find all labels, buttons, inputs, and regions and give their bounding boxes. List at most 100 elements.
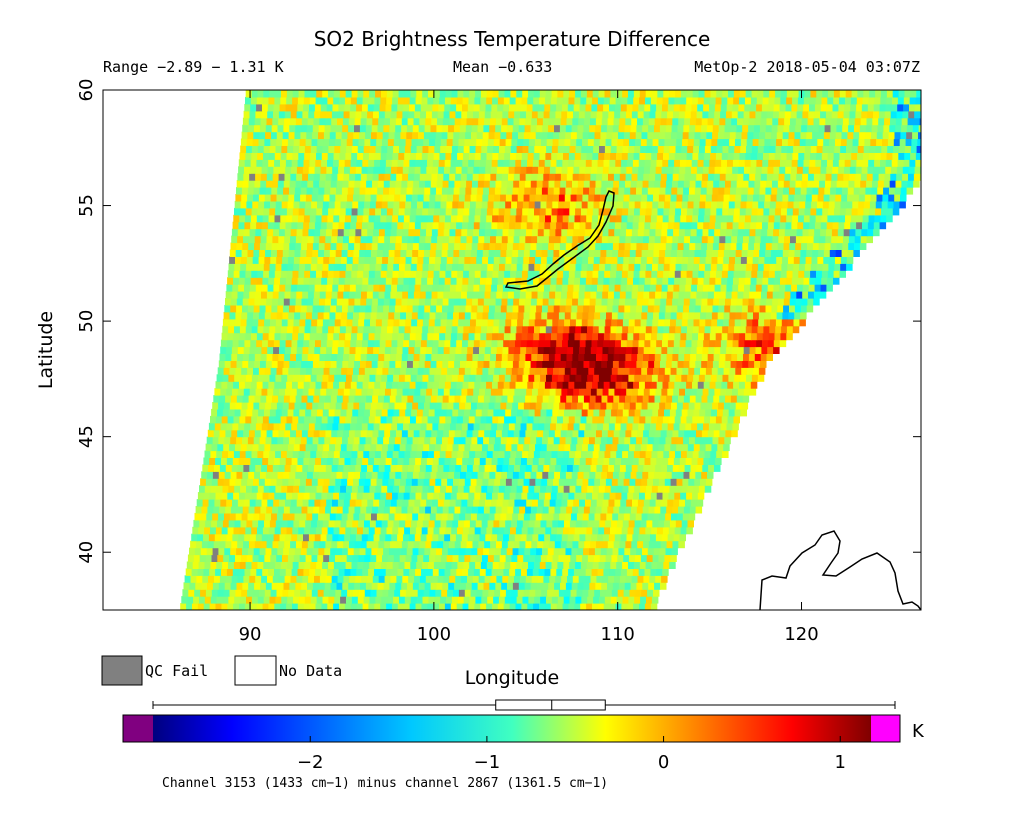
heatmap-cell	[480, 526, 488, 535]
heatmap-cell	[626, 346, 633, 354]
heatmap-cell	[433, 415, 440, 424]
heatmap-cell	[230, 395, 238, 403]
heatmap-cell	[467, 339, 475, 348]
heatmap-cell	[453, 478, 460, 486]
heatmap-cell	[426, 568, 434, 576]
heatmap-cell	[307, 429, 315, 438]
heatmap-cell	[180, 603, 187, 610]
heatmap-cell	[630, 582, 638, 590]
heatmap-cell	[230, 298, 238, 306]
heatmap-cell	[469, 408, 477, 417]
heatmap-cell	[727, 277, 734, 285]
heatmap-cell	[431, 353, 438, 361]
heatmap-cell	[693, 318, 700, 327]
heatmap-cell	[692, 381, 699, 389]
heatmap-cell	[586, 603, 593, 610]
heatmap-cell	[465, 402, 472, 410]
heatmap-cell	[371, 547, 378, 556]
heatmap-cell	[487, 263, 494, 271]
heatmap-cell	[232, 499, 239, 507]
heatmap-cell	[579, 284, 586, 292]
heatmap-cell	[680, 381, 687, 389]
heatmap-cell	[817, 256, 824, 264]
heatmap-cell	[267, 464, 274, 472]
heatmap-cell	[278, 291, 286, 299]
heatmap-cell	[353, 304, 361, 313]
heatmap-cell	[606, 547, 614, 556]
heatmap-cell	[652, 256, 660, 264]
heatmap-cell	[511, 519, 518, 528]
heatmap-cell	[541, 478, 548, 486]
heatmap-cell	[643, 499, 651, 507]
heatmap-cell	[381, 596, 388, 604]
heatmap-cell	[302, 388, 310, 396]
heatmap-cell	[220, 339, 228, 348]
heatmap-cell	[382, 311, 389, 320]
heatmap-cell	[536, 506, 544, 514]
heatmap-cell	[337, 388, 345, 396]
heatmap-cell	[783, 242, 790, 250]
heatmap-cell	[294, 436, 302, 445]
heatmap-cell	[408, 422, 416, 431]
heatmap-cell	[483, 242, 490, 250]
heatmap-cell	[565, 360, 573, 368]
heatmap-cell	[217, 519, 224, 528]
heatmap-cell	[458, 443, 465, 452]
heatmap-cell	[609, 457, 616, 465]
heatmap-cell	[460, 506, 467, 514]
heatmap-cell	[546, 519, 553, 528]
heatmap-cell	[608, 346, 615, 354]
heatmap-cell	[260, 471, 267, 479]
heatmap-cell	[791, 277, 799, 285]
heatmap-cell	[312, 512, 319, 521]
heatmap-cell	[382, 554, 389, 562]
heatmap-cell	[407, 582, 414, 590]
heatmap-cell	[742, 304, 749, 313]
heatmap-cell	[203, 457, 210, 465]
heatmap-cell	[541, 311, 548, 320]
heatmap-cell	[461, 291, 468, 299]
heatmap-cell	[466, 506, 473, 514]
heatmap-cell	[542, 547, 549, 556]
instrument-text: MetOp-2 2018-05-04 03:07Z	[694, 58, 920, 76]
heatmap-cell	[643, 429, 650, 438]
heatmap-cell	[351, 332, 358, 341]
heatmap-cell	[633, 450, 641, 458]
heatmap-cell	[482, 554, 489, 562]
heatmap-cell	[293, 554, 301, 562]
heatmap-cell	[576, 554, 583, 562]
heatmap-cell	[583, 242, 590, 250]
heatmap-cell	[249, 429, 256, 438]
heatmap-cell	[357, 450, 364, 458]
heatmap-cell	[450, 422, 457, 431]
heatmap-cell	[260, 353, 268, 361]
heatmap-cell	[807, 298, 814, 306]
heatmap-cell	[594, 304, 602, 313]
heatmap-cell	[325, 395, 332, 403]
heatmap-cell	[340, 318, 348, 327]
heatmap-cell	[737, 291, 744, 299]
heatmap-cell	[200, 589, 207, 597]
heatmap-cell	[447, 304, 455, 313]
heatmap-cell	[362, 381, 370, 389]
heatmap-cell	[312, 547, 320, 556]
heatmap-cell	[842, 242, 849, 250]
heatmap-cell	[500, 547, 508, 556]
heatmap-cell	[253, 436, 261, 445]
heatmap-cell	[627, 492, 634, 500]
heatmap-cell	[543, 291, 550, 299]
heatmap-cell	[748, 242, 755, 250]
heatmap-cell	[591, 568, 599, 576]
heatmap-cell	[267, 533, 275, 542]
heatmap-cell	[609, 603, 617, 610]
heatmap-cell	[578, 291, 586, 299]
heatmap-cell	[743, 235, 750, 244]
heatmap-cell	[727, 415, 735, 424]
heatmap-cell	[339, 415, 346, 424]
heatmap-cell	[386, 526, 393, 535]
heatmap-cell	[442, 298, 450, 306]
heatmap-cell	[317, 478, 325, 486]
heatmap-cell	[385, 568, 393, 576]
heatmap-cell	[480, 450, 488, 458]
heatmap-cell	[347, 311, 354, 320]
